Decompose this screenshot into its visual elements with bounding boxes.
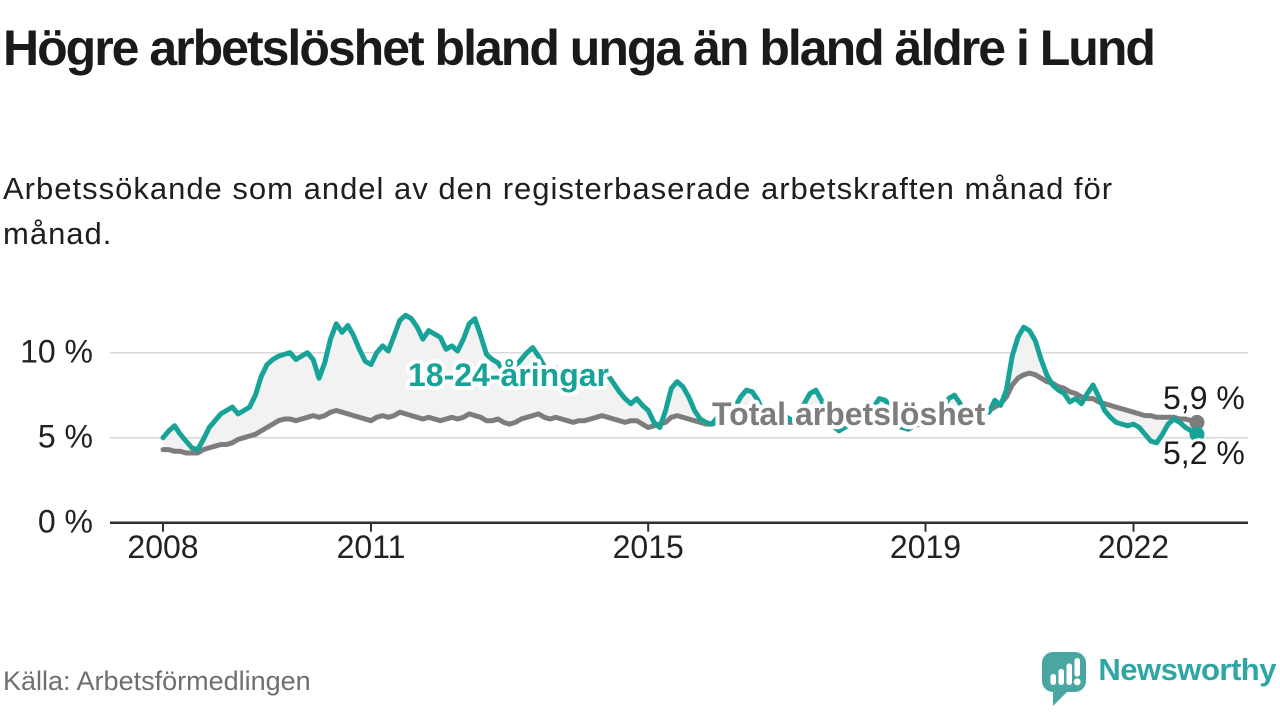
x-axis-label: 2008 bbox=[127, 529, 198, 565]
x-axis-label: 2022 bbox=[1098, 529, 1169, 565]
newsworthy-logo: Newsworthy bbox=[1040, 646, 1276, 707]
chart-subtitle: Arbetssökande som andel av den registerb… bbox=[3, 171, 1114, 251]
series-line-total bbox=[160, 370, 1200, 456]
x-axis-label: 2011 bbox=[337, 529, 406, 565]
y-axis-label: 10 % bbox=[20, 334, 93, 370]
series-line-young bbox=[160, 312, 1200, 453]
newsworthy-logo-text: Newsworthy bbox=[1098, 652, 1276, 687]
series-label-young: 18-24-åringar bbox=[408, 357, 609, 393]
chart-title: Högre arbetslöshet bland unga än bland ä… bbox=[3, 20, 1156, 76]
y-axis-label: 5 % bbox=[38, 419, 93, 455]
line-chart-svg: 2008 2011 2015 2019 2022 0 % 5 % 10 % 18-24-år… bbox=[20, 312, 1248, 565]
x-axis-label: 2019 bbox=[890, 529, 961, 565]
series-label-total: Total arbetslöshet bbox=[712, 396, 986, 432]
x-axis-labels: 2008 2011 2015 2019 2022 bbox=[127, 529, 1169, 565]
x-axis-ticks bbox=[162, 522, 1135, 532]
gridlines bbox=[110, 351, 1248, 439]
y-axis-label: 0 % bbox=[38, 504, 93, 540]
y-axis-labels: 0 % 5 % 10 % bbox=[20, 334, 93, 540]
newsworthy-logo-icon bbox=[1042, 652, 1087, 706]
end-value-label-young: 5,2 % bbox=[1163, 435, 1245, 471]
end-value-label-total: 5,9 % bbox=[1163, 380, 1245, 416]
end-dot-young bbox=[1189, 426, 1205, 442]
x-axis-label: 2015 bbox=[613, 529, 684, 565]
logo-bars-icon bbox=[1050, 658, 1081, 686]
source-note: Källa: Arbetsförmedlingen bbox=[3, 666, 311, 696]
end-dot-total bbox=[1189, 414, 1205, 430]
